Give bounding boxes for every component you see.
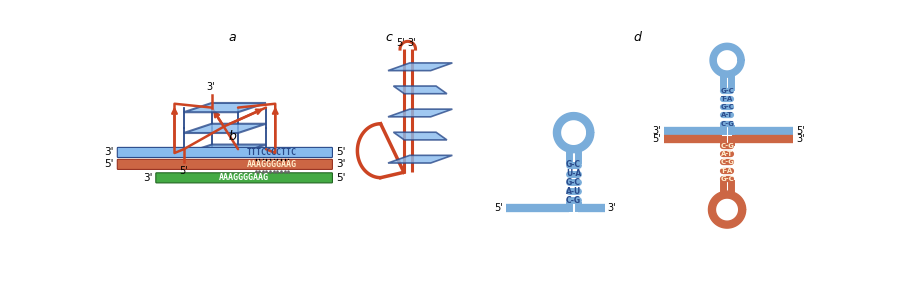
Text: T-A: T-A — [721, 96, 734, 102]
Text: C-G: C-G — [720, 121, 734, 127]
Polygon shape — [184, 145, 266, 154]
Text: 3': 3' — [796, 134, 805, 144]
Text: 3': 3' — [336, 159, 346, 169]
Text: 3': 3' — [608, 203, 616, 213]
Text: 3': 3' — [407, 38, 416, 48]
Text: C-G: C-G — [720, 160, 734, 165]
Polygon shape — [388, 109, 453, 117]
FancyBboxPatch shape — [117, 148, 332, 158]
Text: 3': 3' — [104, 148, 114, 158]
Polygon shape — [708, 191, 746, 228]
Text: G-C: G-C — [720, 176, 733, 182]
Polygon shape — [184, 103, 266, 112]
Text: C-G: C-G — [566, 196, 581, 205]
Text: 5': 5' — [796, 126, 805, 136]
Polygon shape — [554, 113, 594, 153]
Text: 3': 3' — [143, 173, 153, 183]
Polygon shape — [388, 63, 453, 71]
Text: TTTCCCCTTC: TTTCCCCTTC — [247, 148, 297, 157]
Text: 5': 5' — [494, 203, 503, 213]
Text: 5': 5' — [179, 166, 188, 176]
Polygon shape — [710, 43, 744, 77]
Text: d: d — [634, 31, 641, 44]
Text: AAAGGGGAAG: AAAGGGGAAG — [219, 173, 269, 182]
Text: AAAGGGGAAG: AAAGGGGAAG — [247, 160, 297, 169]
FancyBboxPatch shape — [117, 159, 332, 169]
Text: A-T: A-T — [721, 113, 734, 119]
Text: 3': 3' — [652, 126, 662, 136]
Polygon shape — [388, 155, 453, 163]
Text: 5': 5' — [336, 173, 346, 183]
Text: 5': 5' — [652, 134, 662, 144]
Text: G-C: G-C — [720, 104, 733, 110]
Text: T-A: T-A — [721, 168, 734, 174]
Text: 5': 5' — [396, 38, 405, 48]
Text: A-U: A-U — [566, 187, 581, 196]
Text: G-C: G-C — [720, 88, 733, 94]
Text: 5': 5' — [104, 159, 114, 169]
Polygon shape — [393, 132, 447, 140]
Text: a: a — [229, 31, 237, 44]
Text: b: b — [229, 130, 237, 143]
Polygon shape — [393, 86, 447, 94]
Text: U-A: U-A — [566, 169, 581, 178]
Text: G-C: G-C — [566, 160, 581, 169]
Text: A-T: A-T — [721, 151, 734, 157]
Text: 5': 5' — [336, 148, 346, 158]
Text: c: c — [385, 31, 392, 44]
Polygon shape — [184, 124, 266, 133]
Text: 3': 3' — [206, 82, 214, 92]
Text: G-C: G-C — [566, 178, 581, 187]
FancyBboxPatch shape — [156, 173, 332, 183]
Text: C-G: C-G — [720, 143, 734, 149]
